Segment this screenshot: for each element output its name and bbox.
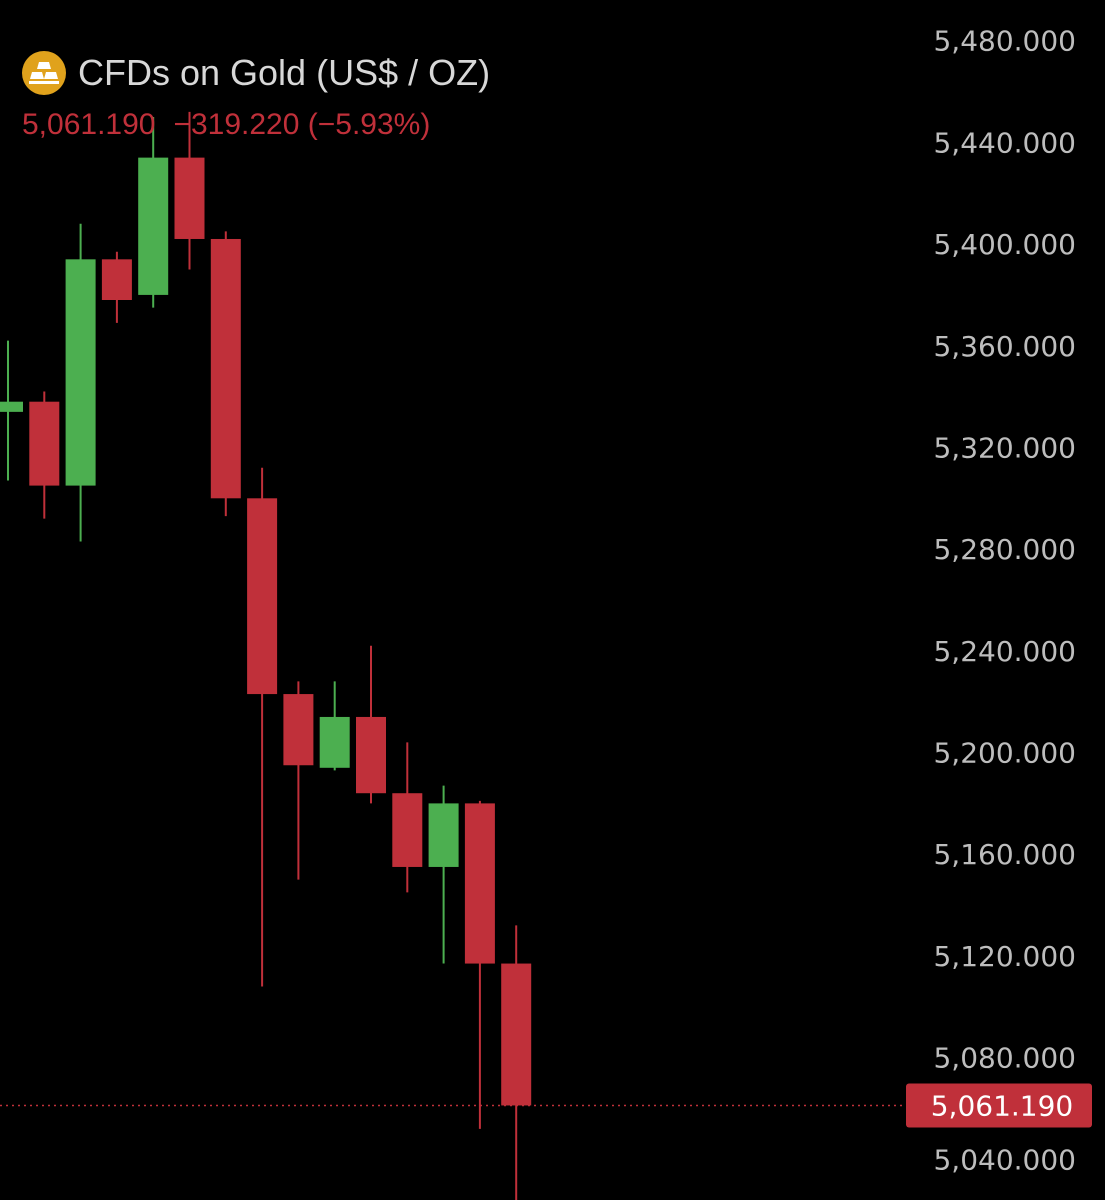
last-price-label-bg: [906, 1083, 1092, 1128]
y-tick-label: 5,440.000: [933, 126, 1076, 159]
candle-body: [392, 793, 423, 867]
instrument-header: CFDs on Gold (US$ / OZ) 5,061.190 −319.22…: [22, 46, 490, 142]
price-axis[interactable]: 5,480.000 5,440.000 5,400.000 5,360.000 5,32…: [933, 25, 1076, 1177]
candle[interactable]: [319, 681, 350, 771]
y-tick-label: 5,320.000: [933, 431, 1076, 464]
candle[interactable]: [29, 391, 60, 519]
y-tick-label: 5,080.000: [933, 1042, 1076, 1075]
y-tick-label: 5,160.000: [933, 838, 1076, 871]
candle[interactable]: [0, 340, 23, 481]
candle[interactable]: [428, 785, 459, 964]
candle-body: [0, 401, 23, 412]
candle-body: [356, 716, 386, 794]
candle[interactable]: [501, 925, 532, 1200]
candle-body: [283, 694, 314, 766]
candle[interactable]: [247, 467, 278, 987]
candle[interactable]: [210, 231, 241, 517]
instrument-title-row[interactable]: CFDs on Gold (US$ / OZ): [22, 46, 490, 100]
candle[interactable]: [65, 223, 96, 542]
price-change: −319.220 (−5.93%): [173, 108, 431, 141]
candles-layer: [0, 111, 532, 1200]
candle-body: [29, 401, 60, 486]
y-tick-label: 5,040.000: [933, 1143, 1076, 1176]
gold-bars-icon: [22, 51, 66, 95]
candle-body: [174, 157, 205, 239]
last-price: 5,061.190: [22, 108, 156, 141]
y-tick-label: 5,200.000: [933, 737, 1076, 770]
last-price-line-layer: 5,061.190: [0, 1083, 1092, 1128]
candle-body: [501, 963, 532, 1106]
y-tick-label: 5,280.000: [933, 533, 1076, 566]
candle-body: [464, 803, 495, 964]
candle-body: [138, 157, 169, 295]
y-tick-label: 5,400.000: [933, 228, 1076, 261]
candle-body: [319, 716, 350, 768]
candle[interactable]: [174, 111, 205, 270]
instrument-title: CFDs on Gold (US$ / OZ): [78, 52, 491, 93]
candle-body: [210, 238, 241, 499]
y-tick-label: 5,240.000: [933, 635, 1076, 668]
candle[interactable]: [464, 800, 495, 1129]
candle-body: [65, 259, 96, 486]
candle-body: [247, 498, 278, 695]
y-tick-label: 5,480.000: [933, 25, 1076, 58]
quote-row: 5,061.190 −319.220 (−5.93%): [22, 108, 490, 142]
candle-body: [428, 803, 459, 867]
candle-body: [101, 259, 132, 300]
y-tick-label: 5,120.000: [933, 940, 1076, 973]
candle[interactable]: [101, 251, 132, 323]
last-price-label: 5,061.190: [931, 1089, 1074, 1122]
candle[interactable]: [356, 645, 386, 804]
candle[interactable]: [392, 742, 423, 893]
y-tick-label: 5,360.000: [933, 330, 1076, 363]
candle[interactable]: [138, 116, 169, 308]
candle[interactable]: [283, 681, 314, 880]
